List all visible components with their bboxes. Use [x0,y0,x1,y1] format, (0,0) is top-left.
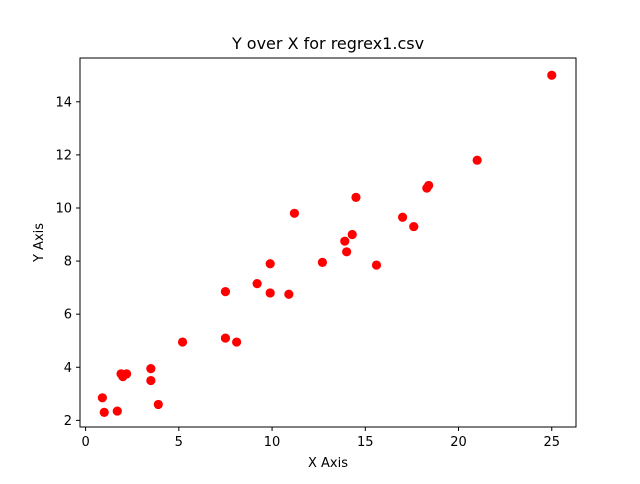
data-point [153,399,163,410]
data-point [424,180,434,191]
x-tick-label: 5 [175,435,183,450]
data-point [146,375,156,386]
x-axis-ticks: 0 5 10 15 20 25 [81,427,560,450]
data-point [232,337,242,347]
data-point [252,279,262,289]
x-tick-label: 25 [543,435,560,450]
data-point [409,221,419,232]
x-tick-label: 10 [264,435,281,450]
x-axis-label: X Axis [308,456,348,471]
chart-title: Y over X for regrex1.csv [231,34,424,53]
data-point [347,229,357,240]
data-point [122,369,132,379]
x-tick-label: 0 [81,435,89,450]
data-point [342,247,352,257]
y-tick-label: 2 [64,414,72,429]
data-point [397,212,408,222]
data-point [220,333,231,343]
data-point [289,208,300,218]
data-point [146,363,156,374]
y-tick-label: 8 [64,255,72,270]
data-point [340,236,350,246]
y-axis-label: Y Axis [32,223,47,263]
y-tick-label: 10 [55,201,72,216]
data-point [317,257,328,268]
data-point [371,260,382,270]
y-tick-label: 14 [55,95,72,110]
y-tick-label: 12 [55,148,72,163]
data-point [547,70,557,80]
data-point [99,407,109,417]
data-point [220,287,231,297]
data-point [177,337,188,347]
x-tick-label: 20 [450,435,467,450]
data-point [265,259,275,269]
data-point [472,155,482,165]
data-point [265,288,275,298]
data-point [284,289,294,299]
data-points [97,70,557,417]
y-axis-ticks: 2 4 6 8 10 12 14 [55,95,80,429]
x-tick-label: 15 [357,435,374,450]
plot-area [80,58,576,427]
y-tick-label: 4 [64,361,72,376]
data-point [351,192,361,202]
plot-frame [79,57,577,428]
data-point [112,406,122,416]
y-tick-label: 6 [64,308,72,323]
data-point [97,393,107,403]
